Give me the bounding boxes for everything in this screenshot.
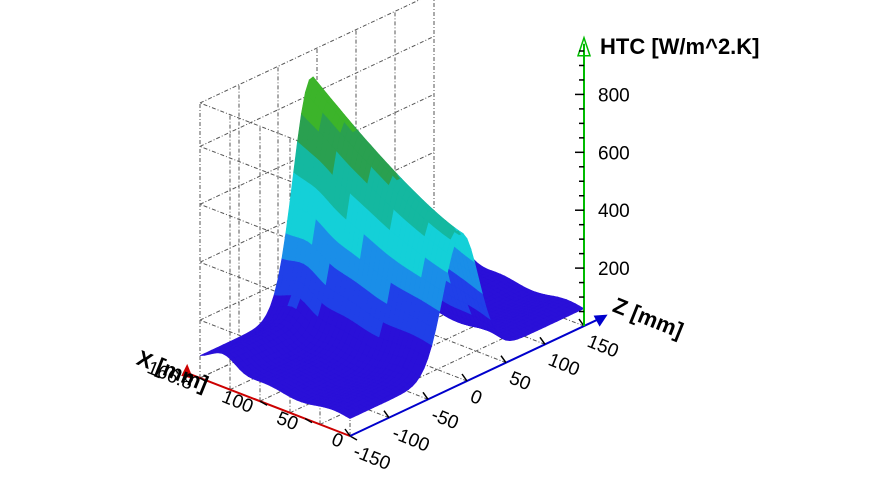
z-tick-label: -100 xyxy=(389,423,432,457)
surface-plot xyxy=(199,76,585,419)
x-tick xyxy=(259,400,268,406)
grid-line xyxy=(319,313,555,425)
z-tick xyxy=(344,428,351,437)
x-tick-label: 100 xyxy=(219,387,256,418)
z-axis-arrow xyxy=(593,314,608,327)
y-tick-label: 400 xyxy=(598,201,630,222)
z-tick xyxy=(539,336,546,345)
x-tick-label: 0 xyxy=(328,429,346,452)
x-tick-label: 50 xyxy=(274,408,301,435)
x-tick xyxy=(349,435,358,441)
z-tick-label: 100 xyxy=(545,349,582,380)
z-tick xyxy=(422,391,429,400)
y-axis-arrow xyxy=(576,35,592,57)
x-tick xyxy=(304,417,313,424)
z-tick xyxy=(383,410,390,419)
x-axis-title: X [mm] xyxy=(133,345,211,396)
z-axis-line xyxy=(349,317,601,437)
y-tick-label: 200 xyxy=(598,259,630,280)
surface-patch xyxy=(575,305,585,311)
axes xyxy=(181,35,608,441)
z-axis-title: Z [mm] xyxy=(610,292,687,343)
grid-line xyxy=(199,0,421,104)
x-axis-arrow xyxy=(181,363,194,379)
y-tick-label: 600 xyxy=(598,143,630,164)
z-tick-label: 0 xyxy=(467,386,485,409)
z-tick-label: 150 xyxy=(584,331,621,362)
z-tick xyxy=(461,373,468,382)
z-tick-label: -150 xyxy=(350,441,393,475)
x-tick xyxy=(199,377,208,383)
z-tick-label: -50 xyxy=(428,404,461,434)
y-tick-label: 800 xyxy=(598,85,630,106)
x-axis-line xyxy=(188,372,351,437)
y-axis-title: HTC [W/m^2.K] xyxy=(600,34,760,59)
z-tick-label: 50 xyxy=(506,368,533,395)
z-tick xyxy=(500,355,507,364)
